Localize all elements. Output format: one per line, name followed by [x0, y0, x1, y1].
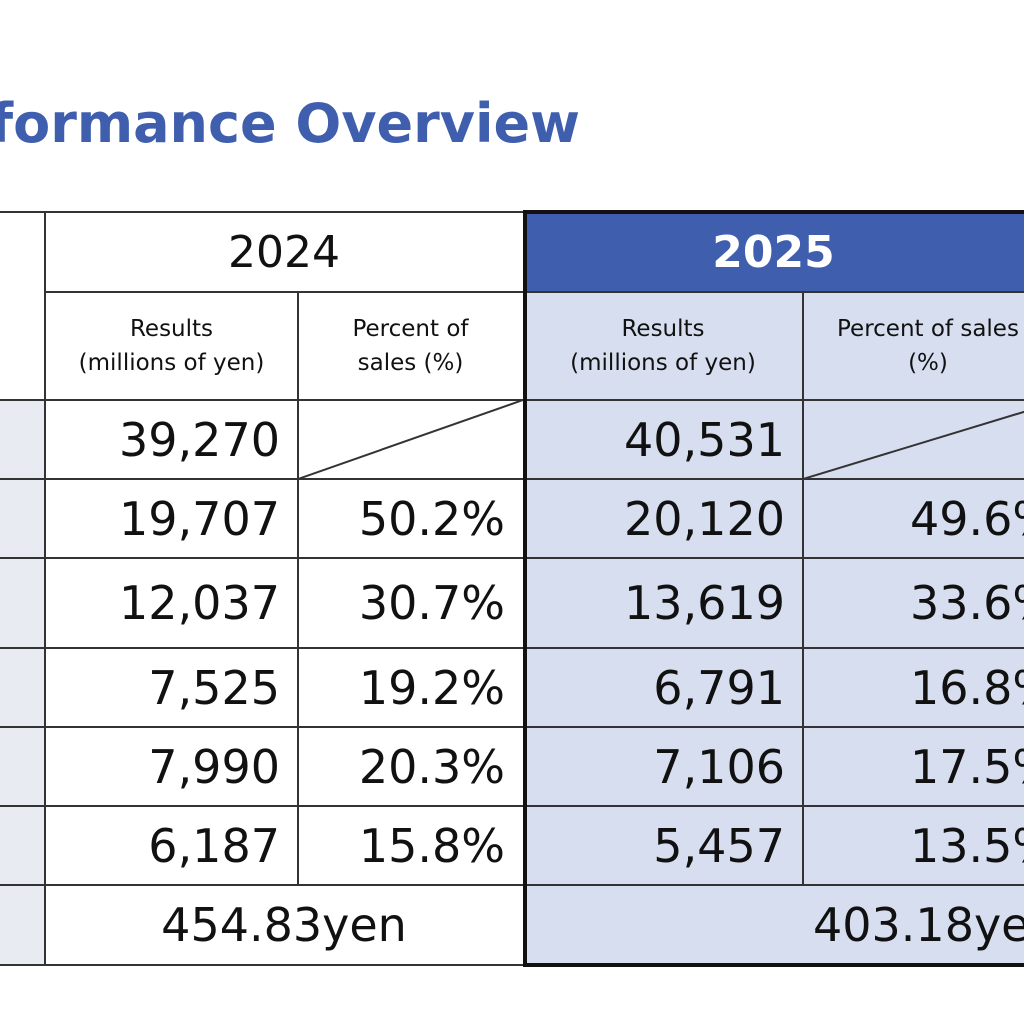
grid-line [0, 884, 1024, 886]
empty-cell-diagonal [298, 400, 523, 479]
eps-2025-cell: 403.18yen [523, 885, 1024, 965]
results-2024-cell: 6,187 [45, 806, 298, 885]
grid-line [44, 211, 46, 966]
year-2024-header: 2024 [45, 212, 523, 292]
results-2025-cell: 13,619 [523, 558, 803, 648]
row-label-cell [0, 400, 45, 479]
results-2024-cell: 12,037 [45, 558, 298, 648]
percent-2025-cell: 33.6% [803, 558, 1024, 648]
grid-line [45, 291, 1024, 293]
percent-2025-header: Percent of sales (%) [803, 292, 1024, 400]
grid-line [0, 726, 1024, 728]
row-label-cell [0, 806, 45, 885]
year-2025-header: 2025 [523, 212, 1024, 292]
percent-2025-cell: 49.6% [803, 479, 1024, 558]
eps-2024-cell: 454.83yen [45, 885, 523, 965]
percent-2024-cell: 15.8% [298, 806, 523, 885]
results-2025-cell: 20,120 [523, 479, 803, 558]
results-2025-cell: 7,106 [523, 727, 803, 806]
results-2025-header: Results (millions of yen) [523, 292, 803, 400]
grid-line [0, 647, 1024, 649]
grid-line [0, 211, 1024, 213]
results-2024-cell: 7,525 [45, 648, 298, 727]
percent-2025-cell: 16.8% [803, 648, 1024, 727]
row-label-cell [0, 885, 45, 965]
page-title: formance Overview [0, 92, 580, 155]
grid-line [297, 291, 299, 885]
percent-2024-cell: 20.3% [298, 727, 523, 806]
results-2024-cell: 7,990 [45, 727, 298, 806]
row-label-cell [0, 479, 45, 558]
row-label-cell [0, 727, 45, 806]
grid-line [0, 805, 1024, 807]
results-2025-cell: 5,457 [523, 806, 803, 885]
grid-line [802, 291, 804, 885]
row-label-cell [0, 558, 45, 648]
results-2024-cell: 39,270 [45, 400, 298, 479]
percent-2025-cell-empty [803, 400, 1024, 479]
results-2024-header: Results (millions of yen) [45, 292, 298, 400]
percent-2025-cell: 13.5% [803, 806, 1024, 885]
percent-2024-header: Percent of sales (%) [298, 292, 523, 400]
results-2024-cell: 19,707 [45, 479, 298, 558]
grid-line [0, 478, 1024, 480]
grid-line [0, 964, 1024, 966]
grid-line [0, 399, 1024, 401]
corner-cell [0, 212, 45, 400]
percent-2025-cell: 17.5% [803, 727, 1024, 806]
empty-cell-diagonal [803, 410, 1024, 479]
grid-line [0, 557, 1024, 559]
results-2025-cell: 40,531 [523, 400, 803, 479]
percent-2024-cell: 30.7% [298, 558, 523, 648]
percent-2024-cell: 50.2% [298, 479, 523, 558]
percent-2024-cell: 19.2% [298, 648, 523, 727]
row-label-cell [0, 648, 45, 727]
results-2025-cell: 6,791 [523, 648, 803, 727]
